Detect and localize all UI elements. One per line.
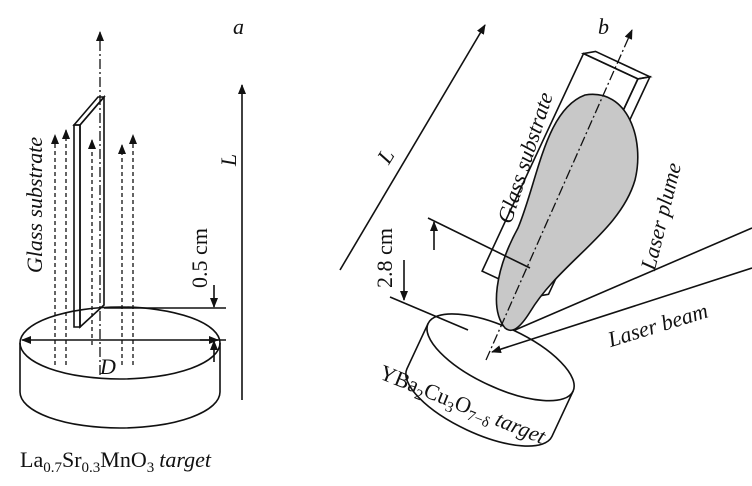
beam-label: Laser beam — [604, 298, 711, 352]
formula-sub: 0.7 — [43, 460, 62, 476]
target-label: YBa2Cu3O7−δtarget — [375, 359, 550, 452]
diameter-label: D — [99, 354, 116, 379]
plume-label: Laser plume — [635, 160, 686, 273]
formula-sub: 3 — [147, 460, 155, 476]
distance-label: 2.8 cm — [372, 228, 397, 288]
panel-label: b — [598, 14, 609, 39]
length-arrow — [340, 25, 485, 270]
formula-word: target — [159, 447, 212, 472]
substrate-label: Glass substrate — [22, 137, 47, 274]
figure: a Glass substrate L 0.5 cm D La0.7Sr0.3M… — [0, 0, 752, 486]
length-label: L — [371, 144, 399, 168]
panel-b: b L Glass substrate Laser plume 2.8 cm L… — [340, 14, 752, 464]
formula-part: La — [20, 447, 43, 472]
flux-arrows — [55, 130, 133, 365]
panel-a: a Glass substrate L 0.5 cm D La0.7Sr0.3M… — [20, 14, 244, 476]
length-label: L — [216, 154, 241, 167]
formula-sub: 0.3 — [82, 460, 101, 476]
substrate-front — [74, 125, 80, 327]
formula-part: MnO — [100, 447, 146, 472]
formula-sub: 7−δ — [464, 408, 491, 431]
gap-label: 0.5 cm — [187, 228, 212, 288]
panel-label: a — [233, 14, 244, 39]
target-side — [20, 343, 220, 428]
target — [394, 296, 585, 463]
target-top — [20, 307, 220, 379]
formula-part: Sr — [62, 447, 82, 472]
